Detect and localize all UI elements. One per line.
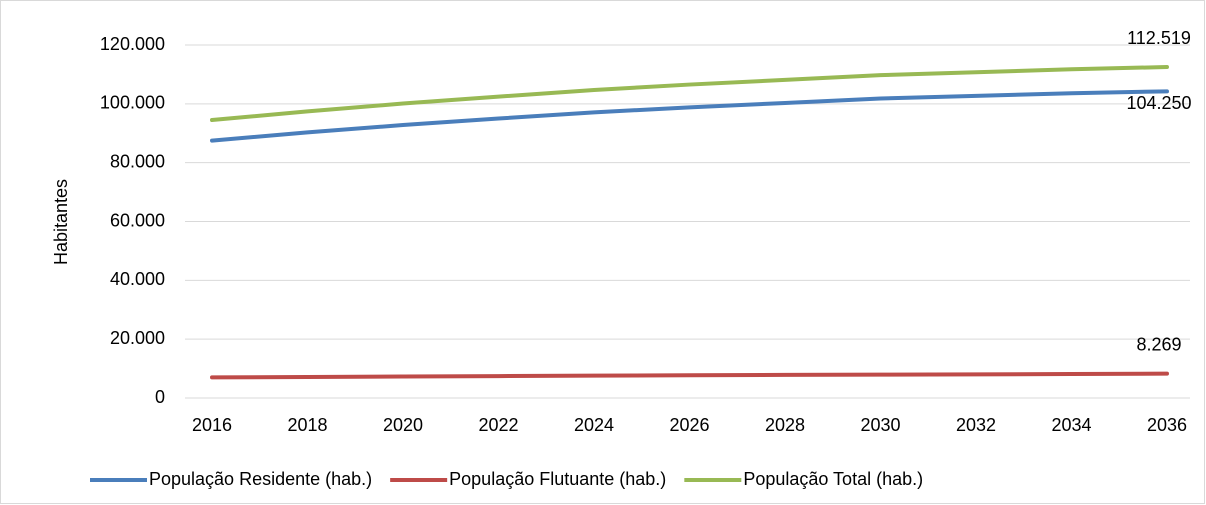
data-label: 8.269 <box>1136 334 1181 354</box>
series-line <box>210 89 1169 143</box>
x-tick-label: 2016 <box>192 415 232 435</box>
data-label: 112.519 <box>1127 28 1191 48</box>
legend-label: População Flutuante (hab.) <box>449 469 666 489</box>
legend-label: População Total (hab.) <box>743 469 923 489</box>
y-tick-label: 80.000 <box>110 151 165 171</box>
data-label: 104.250 <box>1126 93 1191 113</box>
x-tick-label: 2024 <box>574 415 614 435</box>
y-tick-label: 0 <box>155 387 165 407</box>
series-line <box>210 65 1169 123</box>
y-tick-label: 100.000 <box>100 93 165 113</box>
x-tick-label: 2018 <box>287 415 327 435</box>
series-line <box>210 371 1169 380</box>
y-axis-label: Habitantes <box>51 179 71 265</box>
y-tick-label: 120.000 <box>100 34 165 54</box>
x-tick-label: 2026 <box>669 415 709 435</box>
x-tick-label: 2020 <box>383 415 423 435</box>
y-tick-label: 20.000 <box>110 328 165 348</box>
x-tick-label: 2030 <box>860 415 900 435</box>
y-tick-label: 40.000 <box>110 269 165 289</box>
x-tick-label: 2022 <box>478 415 518 435</box>
x-tick-label: 2036 <box>1147 415 1187 435</box>
legend-label: População Residente (hab.) <box>149 469 372 489</box>
x-tick-label: 2028 <box>765 415 805 435</box>
x-tick-label: 2034 <box>1051 415 1091 435</box>
x-tick-label: 2032 <box>956 415 996 435</box>
y-tick-label: 60.000 <box>110 210 165 230</box>
